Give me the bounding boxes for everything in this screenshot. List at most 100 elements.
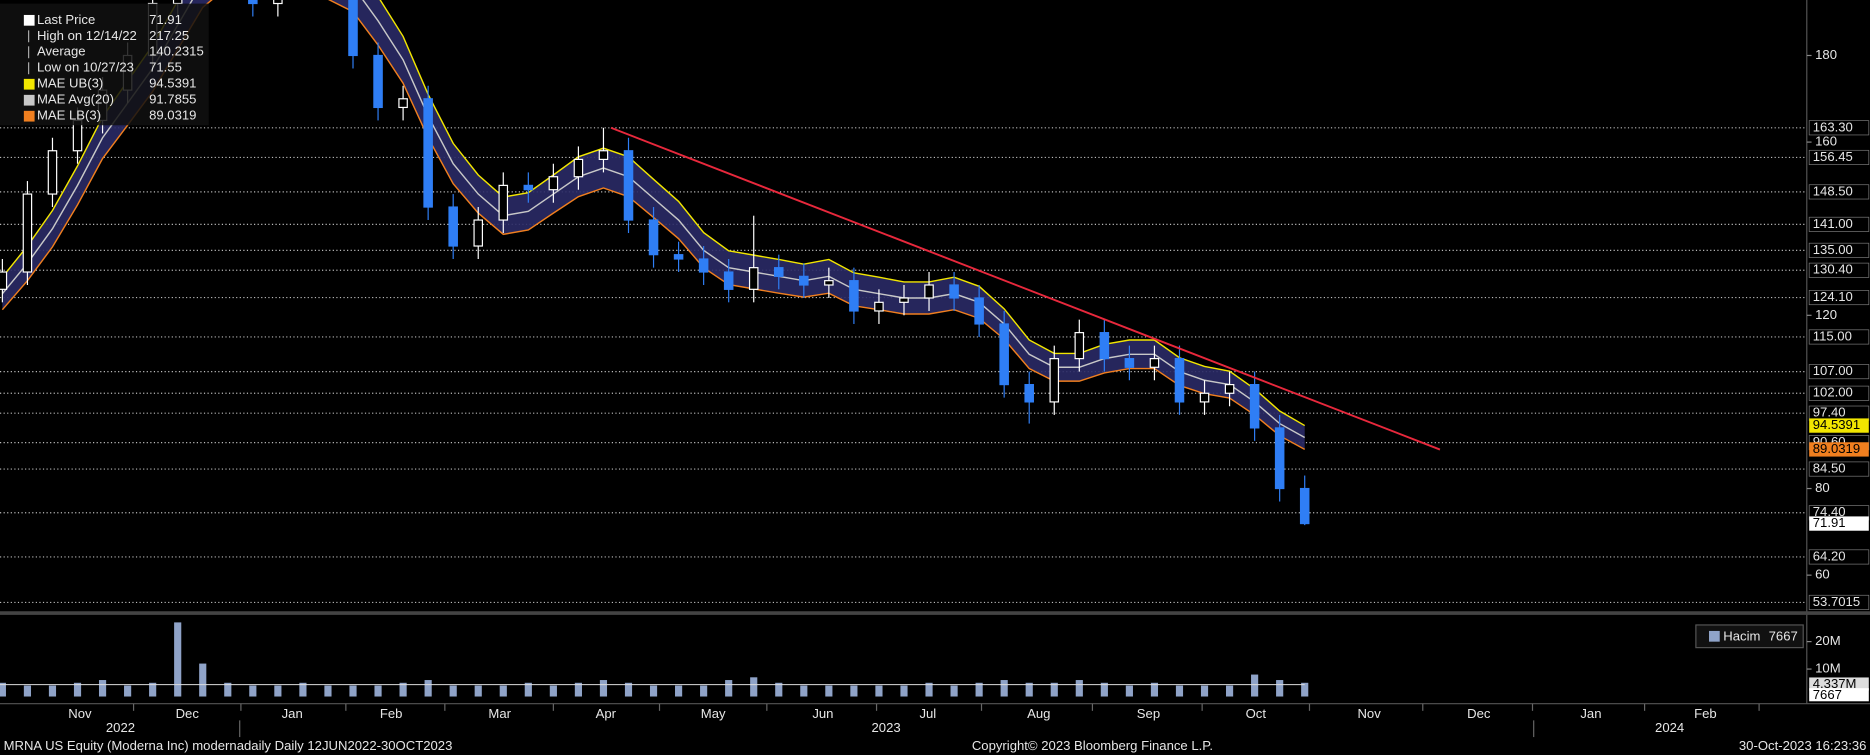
candle-body <box>949 284 959 299</box>
level-label: 124.10 <box>1813 289 1853 304</box>
candle-body <box>348 0 358 57</box>
volume-bar <box>48 685 57 697</box>
volume-bar <box>850 685 858 697</box>
candle-body <box>1124 358 1135 368</box>
level-label: 102.00 <box>1813 385 1853 400</box>
volume-average-label: 4.337M <box>1813 676 1857 691</box>
level-label: 107.00 <box>1813 363 1853 378</box>
level-label: 163.30 <box>1813 119 1853 134</box>
level-label: 53.7015 <box>1813 594 1860 609</box>
level-box <box>1808 461 1870 477</box>
level-label: 135.00 <box>1813 242 1853 257</box>
candle-body <box>598 150 609 161</box>
candle-body <box>373 54 383 109</box>
volume-bar <box>1200 685 1209 697</box>
legend-swatch <box>23 94 35 106</box>
volume-bar <box>549 685 557 697</box>
legend-label: Low on 10/27/23 <box>37 60 134 75</box>
volume-bar <box>1025 682 1033 697</box>
candle-body <box>498 184 509 221</box>
level-box <box>1808 594 1870 610</box>
legend-label: High on 12/14/22 <box>37 28 137 43</box>
volume-legend-name: Hacim <box>1723 628 1760 643</box>
candle-body <box>523 184 534 191</box>
legend-label: Average <box>37 44 86 59</box>
level-label: 74.40 <box>1813 504 1846 519</box>
volume-bar <box>900 685 908 697</box>
y-tick-label: 180 <box>1815 47 1837 62</box>
level-label: 130.40 <box>1813 262 1853 277</box>
candle-body <box>974 297 984 325</box>
trendline <box>610 126 1441 451</box>
level-label: 115.00 <box>1813 328 1852 343</box>
legend-value: 140.2315 <box>149 44 204 59</box>
level-box <box>1808 549 1870 565</box>
level-box <box>1808 262 1870 278</box>
volume-bar <box>23 685 32 697</box>
legend-value: 89.0319 <box>149 108 196 123</box>
month-label: Aug <box>1027 706 1050 721</box>
candle-body <box>448 206 458 247</box>
volume-bar <box>73 682 82 697</box>
candle-body <box>423 98 433 208</box>
level-label: 64.20 <box>1813 548 1846 563</box>
volume-bar <box>925 682 933 697</box>
footer-left: MRNA US Equity (Moderna Inc) modernadail… <box>4 738 453 753</box>
candle-body <box>248 0 258 5</box>
candle-body <box>22 193 33 273</box>
candle-body <box>1049 358 1060 403</box>
candle-body <box>548 176 559 191</box>
legend-value: 71.91 <box>149 12 182 27</box>
candle-body <box>748 267 759 290</box>
candle-body <box>473 219 484 247</box>
legend-value: 91.7855 <box>149 92 196 107</box>
volume-bar <box>174 622 182 697</box>
level-label: 156.45 <box>1813 149 1853 164</box>
legend-label: MAE Avg(20) <box>37 92 114 107</box>
candle-body <box>1224 384 1235 394</box>
legend-value: 71.55 <box>149 60 182 75</box>
candle-body <box>924 284 934 299</box>
legend-swatch <box>23 78 35 90</box>
month-label: Jun <box>812 706 833 721</box>
y-tick-label: 60 <box>1815 567 1830 582</box>
candle-body <box>1199 392 1210 403</box>
volume-legend-box <box>1695 624 1804 649</box>
overlay: 163.30 156.45 148.50 141.00 135.00 130.40 124.… <box>0 3 1870 738</box>
volume-legend-value: 7667 <box>1769 628 1798 643</box>
volume-tick-label: 10M <box>1815 661 1841 676</box>
last-price-tag <box>1809 516 1869 531</box>
volume-bar <box>98 680 107 697</box>
mae-tag-label: 94.5391 <box>1813 417 1860 432</box>
volume-bar <box>825 685 833 697</box>
legend-label: MAE UB(3) <box>37 76 103 91</box>
candle-body <box>1274 427 1285 490</box>
level-box <box>1808 385 1870 401</box>
volume-bar <box>224 682 232 697</box>
mae-line <box>1 0 1306 439</box>
volume-bar <box>474 685 482 697</box>
month-label: Feb <box>380 706 403 721</box>
volume-bar <box>800 685 808 697</box>
month-label: Oct <box>1246 706 1267 721</box>
volume-tick-label: 20M <box>1815 633 1841 648</box>
month-label: Feb <box>1694 706 1717 721</box>
volume-bar <box>950 685 958 697</box>
mae-tag-label: 89.0319 <box>1813 441 1860 456</box>
candle-body <box>673 254 684 260</box>
level-box <box>1808 242 1870 258</box>
level-label: 148.50 <box>1813 183 1853 198</box>
level-box <box>1808 216 1870 232</box>
month-label: Nov <box>1357 706 1381 721</box>
candle-body <box>824 280 834 286</box>
month-label: May <box>701 706 726 721</box>
legend-value: 94.5391 <box>149 76 196 91</box>
mae-tag <box>1809 442 1869 457</box>
candle-body <box>849 280 859 312</box>
candle-body <box>398 98 408 109</box>
candle-body <box>698 258 709 273</box>
month-label: Mar <box>488 706 511 721</box>
footer-center: Copyright© 2023 Bloomberg Finance L.P. <box>972 738 1213 753</box>
year-label: 2024 <box>1655 720 1684 735</box>
